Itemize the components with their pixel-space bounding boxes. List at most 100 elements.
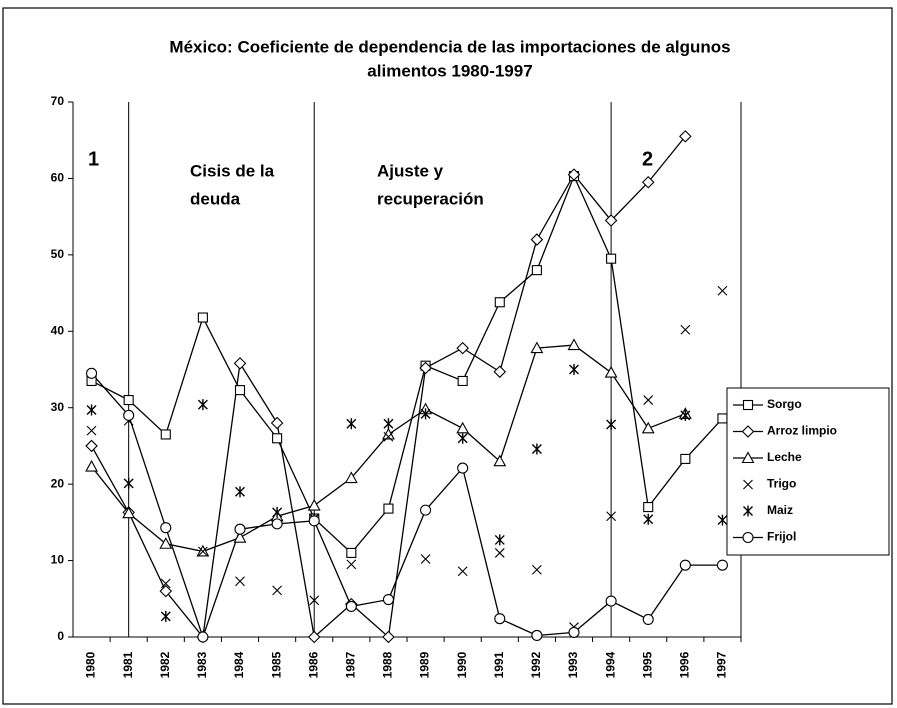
marker xyxy=(493,454,507,467)
y-tick-label: 10 xyxy=(51,553,65,567)
marker xyxy=(122,506,136,519)
marker xyxy=(309,595,320,606)
legend-label: Leche xyxy=(767,450,802,464)
legend-marker xyxy=(743,479,753,490)
marker xyxy=(420,408,431,420)
marker xyxy=(531,443,542,455)
legend-marker xyxy=(742,399,754,411)
x-tick-label: 1992 xyxy=(529,651,543,678)
marker xyxy=(272,506,283,518)
annotation: 1 xyxy=(88,148,99,170)
x-tick-label: 1994 xyxy=(603,651,617,678)
marker xyxy=(420,554,431,564)
marker xyxy=(457,432,468,444)
marker xyxy=(234,385,246,396)
marker xyxy=(346,418,357,430)
annotation: Ajuste y xyxy=(377,161,444,180)
marker xyxy=(717,285,728,296)
marker xyxy=(643,513,654,525)
marker xyxy=(494,297,505,308)
y-tick-label: 0 xyxy=(57,629,64,643)
series-line xyxy=(91,344,686,553)
x-tick-label: 1996 xyxy=(678,651,692,678)
legend-marker xyxy=(741,451,755,464)
marker xyxy=(85,439,98,453)
marker xyxy=(456,341,469,355)
marker xyxy=(569,364,579,375)
marker xyxy=(271,518,283,530)
legend-marker xyxy=(743,505,753,517)
marker xyxy=(235,576,245,587)
x-tick-label: 1982 xyxy=(158,651,172,678)
marker xyxy=(606,419,617,431)
marker xyxy=(716,559,728,571)
marker xyxy=(530,341,544,354)
legend-label: Arroz limpio xyxy=(767,424,837,438)
marker xyxy=(643,502,654,513)
marker xyxy=(606,511,616,522)
y-tick-label: 40 xyxy=(51,323,65,337)
marker xyxy=(568,626,580,638)
marker xyxy=(457,462,469,474)
y-tick-label: 20 xyxy=(51,476,65,490)
marker xyxy=(160,522,172,534)
marker xyxy=(643,395,654,405)
marker xyxy=(494,613,506,625)
marker xyxy=(86,404,97,416)
marker xyxy=(606,253,617,264)
marker xyxy=(532,564,542,575)
annotation: 2 xyxy=(642,148,653,170)
marker xyxy=(567,338,581,351)
legend-box xyxy=(726,387,890,556)
marker xyxy=(680,453,691,464)
x-tick-label: 1988 xyxy=(381,651,395,678)
marker xyxy=(641,421,655,434)
x-tick-label: 1985 xyxy=(269,651,283,678)
marker xyxy=(86,367,98,379)
marker xyxy=(531,265,542,276)
marker xyxy=(123,395,134,406)
legend-label: Trigo xyxy=(767,477,796,491)
series-line xyxy=(91,174,723,554)
marker xyxy=(604,365,618,378)
marker xyxy=(679,559,691,571)
marker xyxy=(197,631,209,643)
legend-marker xyxy=(742,531,754,544)
marker xyxy=(383,418,394,430)
marker xyxy=(123,477,134,489)
marker xyxy=(717,413,728,424)
y-tick-label: 60 xyxy=(51,171,65,185)
marker xyxy=(86,425,97,436)
marker xyxy=(159,537,173,549)
marker xyxy=(531,629,543,642)
marker xyxy=(344,471,358,484)
y-tick-label: 70 xyxy=(51,94,65,108)
marker xyxy=(346,547,357,558)
x-tick-label: 1984 xyxy=(232,651,246,678)
marker xyxy=(680,324,691,335)
y-tick-label: 50 xyxy=(51,247,65,261)
marker xyxy=(233,357,247,370)
marker xyxy=(679,130,692,143)
marker xyxy=(383,431,394,442)
marker xyxy=(270,416,284,430)
marker xyxy=(159,584,173,598)
chart-title: México: Coeficiente de dependencia de la… xyxy=(169,37,730,56)
marker xyxy=(567,168,581,181)
x-tick-label: 1997 xyxy=(715,651,729,678)
marker xyxy=(382,593,394,606)
marker xyxy=(604,214,618,227)
marker xyxy=(307,498,321,511)
marker xyxy=(123,409,135,421)
marker xyxy=(493,365,507,379)
marker xyxy=(456,421,470,434)
marker xyxy=(346,559,357,570)
legend-label: Maiz xyxy=(767,503,793,517)
marker xyxy=(160,610,171,622)
marker xyxy=(530,233,544,246)
legend-marker xyxy=(741,425,755,438)
marker xyxy=(308,515,320,527)
annotation: recuperación xyxy=(377,189,484,208)
marker xyxy=(680,409,691,421)
